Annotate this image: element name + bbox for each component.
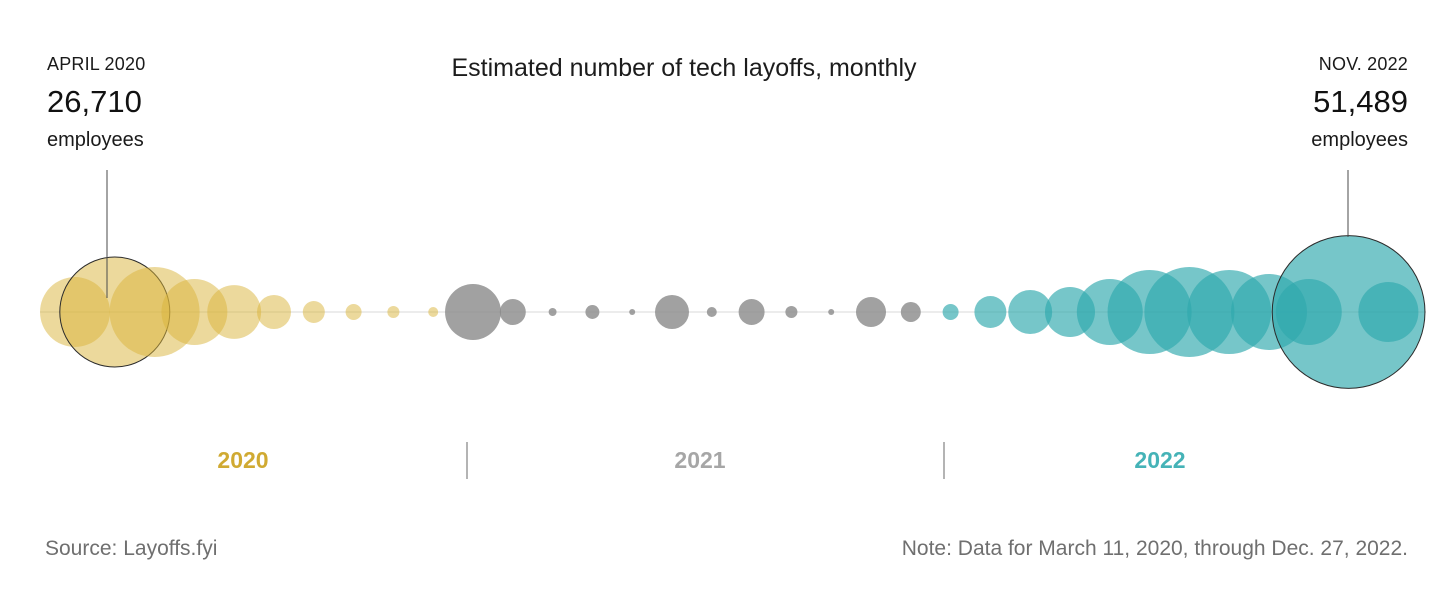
year-label-2020: 2020	[217, 447, 269, 473]
bubble-2021-august	[738, 299, 765, 325]
annotation-nov-2022: NOV. 2022 51,489 employees	[1311, 54, 1408, 152]
bubble-2022-march	[1008, 290, 1053, 334]
bubble-2020-december	[428, 307, 439, 317]
bubble-2020-july	[207, 285, 262, 339]
data-note: Note: Data for March 11, 2020, through D…	[901, 537, 1408, 560]
bubble-2021-january	[445, 284, 501, 340]
bubble-2021-march	[548, 308, 557, 316]
bubble-2020-october	[345, 304, 362, 320]
year-label-2021: 2021	[674, 447, 726, 473]
bubble-2021-september	[785, 305, 798, 319]
bubble-2022-november	[1271, 235, 1426, 389]
annotation-date-label: APRIL 2020	[47, 54, 146, 74]
annotation-value: 51,489	[1313, 84, 1408, 119]
annotation-april-2020: APRIL 2020 26,710 employees	[47, 54, 145, 152]
source-credit: Source: Layoffs.fyi	[45, 537, 218, 560]
annotation-unit: employees	[1311, 129, 1408, 151]
bubble-2021-december	[900, 302, 921, 322]
bubble-2022-february	[974, 296, 1007, 328]
bubble-2020-september	[302, 300, 325, 324]
bubble-2022-december	[1358, 281, 1419, 343]
annotation-unit: employees	[47, 129, 144, 151]
chart-title: Estimated number of tech layoffs, monthl…	[451, 54, 917, 82]
bubble-2021-february	[499, 299, 526, 325]
bubble-2021-june	[655, 295, 689, 329]
annotation-value: 26,710	[47, 84, 142, 119]
bubble-2021-november	[855, 296, 887, 328]
annotation-date-label: NOV. 2022	[1318, 54, 1408, 74]
bubble-2022-january	[942, 304, 959, 320]
bubble-2021-october	[828, 308, 835, 316]
bubble-2021-april	[585, 305, 600, 319]
year-label-2022: 2022	[1134, 447, 1186, 473]
bubble-2020-june	[161, 279, 228, 345]
bubble-2020-november	[387, 305, 400, 319]
bubble-2021-july	[706, 307, 717, 317]
bubble-2020-august	[257, 295, 291, 329]
bubble-2021-may	[629, 308, 636, 316]
